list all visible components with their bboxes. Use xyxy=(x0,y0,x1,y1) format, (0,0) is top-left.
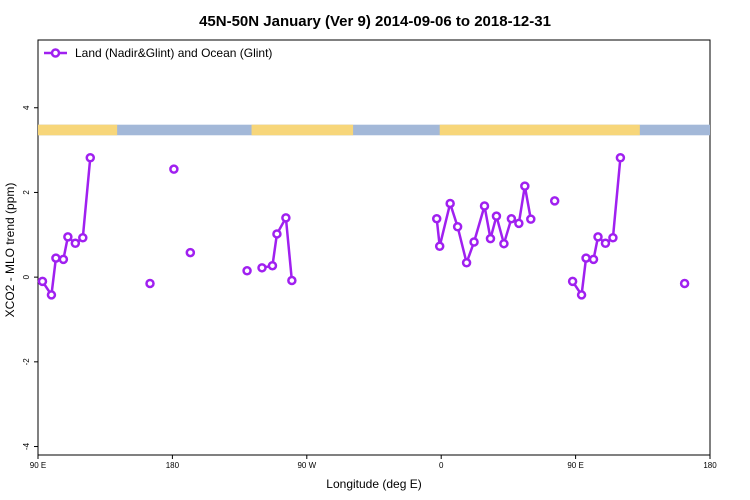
series-lines xyxy=(41,157,622,297)
data-point xyxy=(514,218,524,229)
data-point xyxy=(169,164,179,174)
x-tick-label: 180 xyxy=(166,461,180,470)
data-point xyxy=(145,278,155,289)
data-point xyxy=(581,253,591,263)
series-line-segment xyxy=(261,216,294,281)
data-point xyxy=(78,233,88,243)
data-point xyxy=(615,152,626,163)
x-tick-label: 90 E xyxy=(567,461,583,470)
data-point xyxy=(526,214,536,224)
data-point xyxy=(452,222,463,232)
data-point xyxy=(257,263,267,273)
data-point xyxy=(485,233,496,244)
x-tick-label: 180 xyxy=(703,461,717,470)
land-region xyxy=(38,124,118,136)
data-point xyxy=(491,211,502,221)
plot-frame xyxy=(37,39,711,456)
y-axis-label: XCO2 - MLO trend (ppm) xyxy=(3,183,17,318)
legend-marker-symbol xyxy=(50,48,61,58)
data-point xyxy=(600,238,611,249)
data-point xyxy=(58,254,69,265)
legend: Land (Nadir&Glint) and Ocean (Glint) xyxy=(44,46,272,60)
series-line-segment xyxy=(571,157,622,297)
series-points xyxy=(37,152,690,300)
x-axis-label: Longitude (deg E) xyxy=(326,477,421,491)
data-point xyxy=(608,233,618,243)
x-tick-label: 90 W xyxy=(297,461,316,470)
data-point xyxy=(242,266,252,276)
data-point xyxy=(287,275,297,286)
y-tick-label: 0 xyxy=(22,274,31,279)
data-point xyxy=(51,253,61,263)
data-point xyxy=(185,247,196,258)
data-point xyxy=(593,232,603,242)
y-tick-label: -4 xyxy=(22,442,31,450)
data-point xyxy=(576,290,587,300)
data-point xyxy=(272,229,282,239)
data-point xyxy=(461,257,472,268)
y-tick-label: 4 xyxy=(22,105,31,110)
data-point xyxy=(267,260,278,271)
data-point xyxy=(567,276,578,287)
data-point xyxy=(85,152,96,163)
data-point xyxy=(431,213,442,224)
x-axis: 90 E 180 90 W 0 90 E 180 xyxy=(30,455,717,470)
y-axis: -4 -2 0 2 4 xyxy=(22,105,38,450)
land-region xyxy=(251,124,354,136)
data-point xyxy=(37,276,48,287)
chart-title: 45N-50N January (Ver 9) 2014-09-06 to 20… xyxy=(199,13,551,30)
data-point xyxy=(506,213,517,224)
data-point xyxy=(588,254,599,265)
data-point xyxy=(549,196,560,206)
data-point xyxy=(70,238,81,249)
data-point xyxy=(281,213,291,223)
land-region xyxy=(439,124,640,136)
data-point xyxy=(46,290,57,300)
x-tick-label: 90 E xyxy=(30,461,46,470)
data-point xyxy=(499,238,509,249)
data-point xyxy=(63,232,73,242)
ocean-band xyxy=(38,124,710,136)
legend-label: Land (Nadir&Glint) and Ocean (Glint) xyxy=(75,46,272,60)
y-tick-label: -2 xyxy=(22,358,31,366)
world-map-strip xyxy=(38,124,710,136)
data-point xyxy=(469,237,479,247)
data-point xyxy=(520,181,530,191)
x-tick-label: 0 xyxy=(439,461,444,470)
data-point xyxy=(445,198,455,209)
data-point xyxy=(479,201,490,211)
data-point xyxy=(679,278,690,289)
y-tick-label: 2 xyxy=(22,190,31,195)
series-line-segment xyxy=(41,157,92,297)
data-point xyxy=(434,241,445,251)
